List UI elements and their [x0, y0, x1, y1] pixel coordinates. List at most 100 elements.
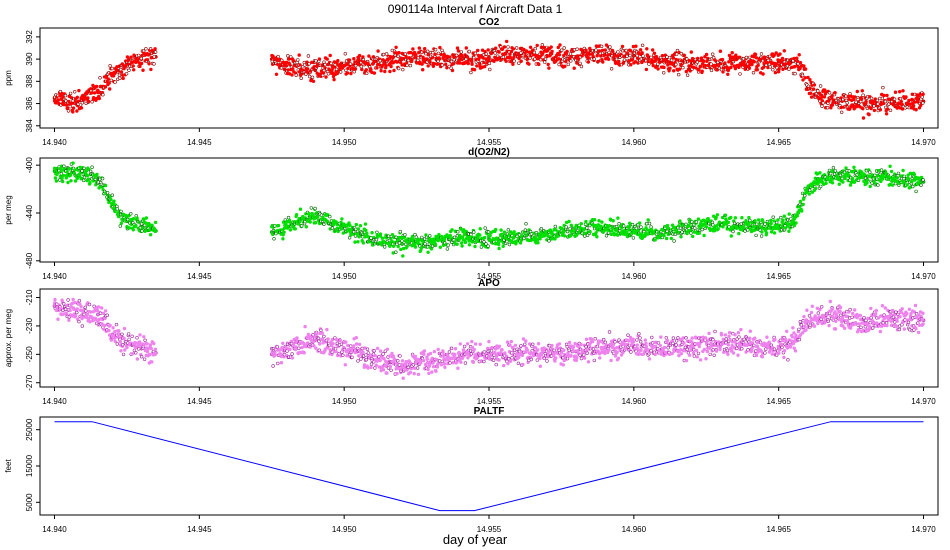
observation-point	[77, 319, 81, 324]
observation-point	[358, 224, 363, 228]
observation-point	[493, 51, 497, 55]
observation-point	[364, 357, 369, 362]
observation-point	[500, 47, 505, 51]
observation-point	[490, 51, 494, 55]
observation-point	[833, 90, 837, 95]
observation-point	[374, 363, 378, 367]
observation-point	[152, 62, 156, 66]
observation-point	[127, 68, 131, 73]
observation-point	[574, 358, 578, 363]
observation-point	[759, 234, 764, 238]
observation-point	[286, 54, 290, 58]
observation-point	[603, 351, 607, 356]
observation-point	[483, 226, 487, 230]
observation-point	[507, 242, 512, 247]
observation-point	[522, 236, 526, 241]
observation-point	[682, 53, 686, 57]
observation-point	[902, 174, 906, 179]
observation-point	[122, 336, 126, 341]
observation-point	[442, 362, 447, 366]
observation-point	[134, 351, 138, 355]
observation-point	[361, 241, 366, 245]
x-tick-label: 14.945	[187, 397, 212, 406]
observation-point	[812, 180, 816, 184]
observation-point	[149, 346, 153, 351]
observation-point	[694, 66, 698, 70]
observation-point	[818, 184, 823, 189]
observation-point	[412, 371, 416, 376]
observation-point	[818, 171, 822, 175]
observation-point	[54, 179, 59, 183]
observation-point	[411, 47, 415, 51]
observation-point	[797, 53, 801, 57]
observation-point	[484, 57, 488, 61]
observation-point	[798, 199, 803, 204]
observation-point	[123, 348, 127, 352]
observation-point	[440, 63, 444, 67]
observation-point	[528, 352, 532, 356]
observation-point	[413, 245, 418, 249]
observation-point	[524, 339, 528, 343]
observation-point	[611, 343, 616, 347]
observation-point	[656, 341, 661, 345]
observation-point	[286, 68, 290, 72]
observation-point	[330, 69, 334, 73]
observation-point	[103, 309, 108, 313]
observation-point	[772, 219, 776, 223]
observation-point	[738, 72, 742, 76]
observation-point	[81, 178, 86, 183]
observation-point	[465, 55, 470, 59]
observation-point	[825, 105, 830, 110]
observation-point	[562, 234, 567, 238]
observation-point	[693, 226, 697, 230]
observation-point	[869, 96, 874, 101]
observation-point	[517, 61, 521, 65]
figure-xlabel: day of year	[443, 532, 508, 547]
observation-point	[796, 211, 801, 215]
observation-point	[293, 227, 297, 231]
observation-point	[431, 50, 435, 55]
observation-point	[584, 219, 588, 224]
observation-point	[456, 230, 460, 234]
observation-point	[314, 346, 318, 350]
observation-point	[80, 324, 85, 328]
observation-point	[435, 62, 439, 66]
observation-point	[325, 327, 329, 332]
observation-point	[53, 176, 58, 180]
observation-point	[795, 214, 799, 218]
observation-point	[312, 344, 316, 348]
observation-point	[391, 354, 395, 358]
observation-point	[914, 189, 918, 194]
observation-point	[627, 228, 631, 232]
observation-point	[58, 167, 62, 171]
observation-point	[501, 244, 505, 249]
observation-point	[686, 229, 691, 233]
observation-point	[538, 237, 542, 241]
observation-point	[66, 109, 71, 113]
x-tick-label: 14.960	[622, 397, 647, 406]
observation-point	[551, 353, 556, 358]
observation-point	[533, 46, 537, 51]
observation-point	[297, 217, 301, 221]
observation-point	[59, 97, 64, 101]
observation-point	[97, 96, 102, 101]
observation-point	[352, 56, 356, 61]
observation-point	[562, 348, 566, 352]
observation-point	[845, 101, 849, 105]
observation-point	[867, 112, 871, 117]
observation-point	[921, 101, 925, 105]
observation-point	[470, 59, 474, 64]
observation-point	[383, 69, 387, 74]
observation-point	[403, 233, 407, 237]
observation-point	[483, 64, 487, 69]
observation-point	[315, 332, 319, 336]
observation-point	[439, 363, 444, 367]
observation-point	[75, 307, 80, 311]
observation-point	[729, 234, 733, 238]
observation-point	[308, 220, 312, 224]
observation-point	[395, 361, 399, 366]
observation-point	[69, 179, 73, 183]
observation-point	[388, 69, 392, 74]
observation-point	[124, 63, 128, 67]
observation-point	[457, 350, 461, 355]
